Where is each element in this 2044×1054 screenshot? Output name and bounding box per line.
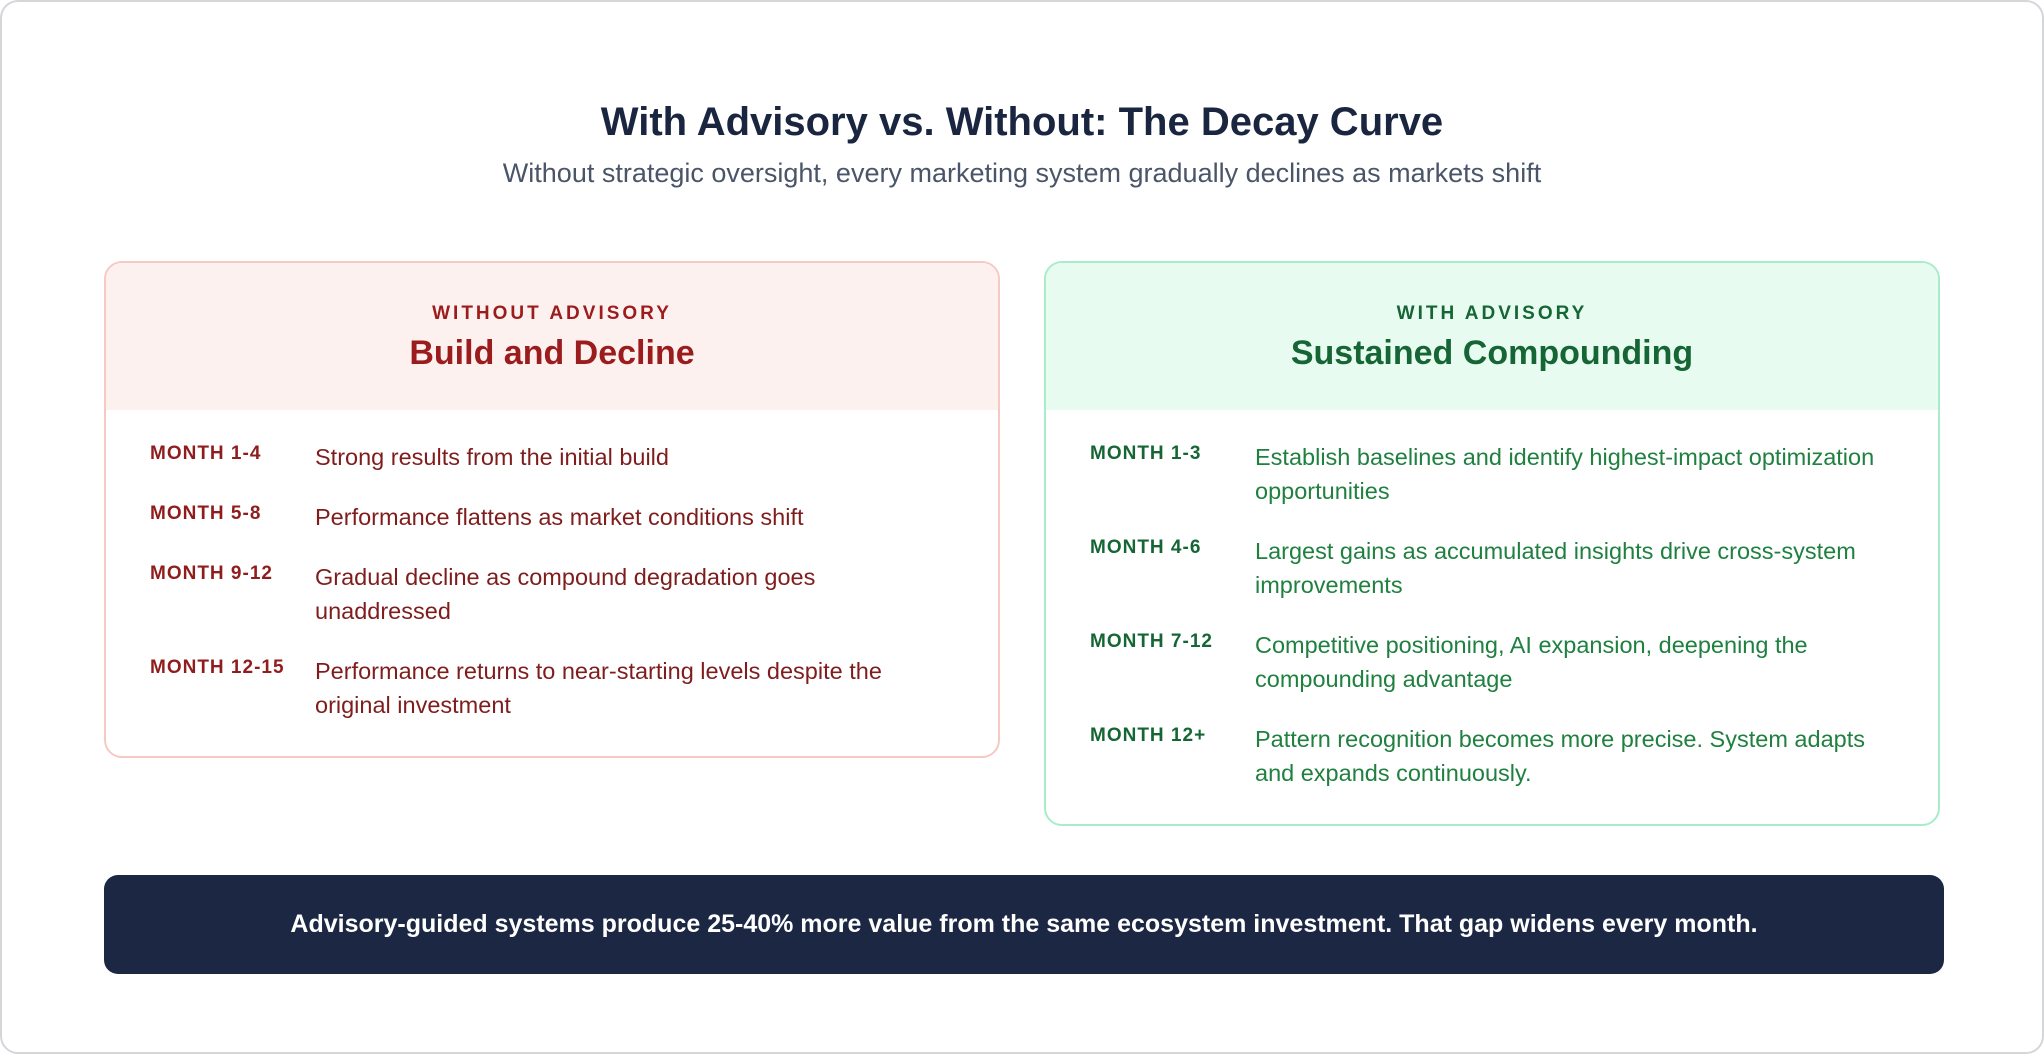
timeline-row: MONTH 12-15 Performance returns to near-s… [150, 654, 954, 722]
timeline-row: MONTH 5-8 Performance flattens as market … [150, 500, 954, 534]
timeline-row: MONTH 1-4 Strong results from the initial… [150, 440, 954, 474]
timeline-row: MONTH 12+ Pattern recognition becomes mor… [1090, 722, 1894, 790]
period-text: Competitive positioning, AI expansion, d… [1255, 632, 1808, 692]
card-label: WITH ADVISORY [1396, 303, 1588, 324]
subtitle: Without strategic oversight, every marke… [502, 158, 1542, 188]
banner: Advisory-guided systems produce 25-40% m… [104, 875, 1944, 974]
timeline: MONTH 1-4 Strong results from the initial… [106, 410, 998, 756]
card-heading: Build and Decline [409, 334, 695, 372]
timeline-row: MONTH 4-6 Largest gains as accumulated in… [1090, 534, 1894, 602]
period-label: MONTH 12-15 [150, 657, 285, 678]
period-text: Largest gains as accumulated insights dr… [1255, 538, 1856, 598]
card-heading: Sustained Compounding [1290, 334, 1694, 372]
timeline-row: MONTH 9-12 Gradual decline as compound de… [150, 560, 954, 628]
card: WITH ADVISORY Sustained Compounding MONTH … [1044, 261, 1940, 826]
card-header: WITHOUT ADVISORY Build and Decline [106, 263, 998, 410]
period-label: MONTH 5-8 [150, 503, 262, 524]
period-label: MONTH 12+ [1090, 725, 1207, 746]
card: WITHOUT ADVISORY Build and Decline MONTH 1… [104, 261, 1000, 758]
period-label: MONTH 4-6 [1090, 537, 1202, 558]
period-label: MONTH 1-4 [150, 443, 262, 464]
timeline-row: MONTH 7-12 Competitive positioning, AI ex… [1090, 628, 1894, 696]
period-text: Gradual decline as compound degradation … [315, 564, 816, 624]
period-text: Pattern recognition becomes more precise… [1255, 726, 1865, 786]
period-text: Strong results from the initial build [315, 444, 669, 470]
period-label: MONTH 1-3 [1090, 443, 1202, 464]
title: With Advisory vs. Without: The Decay Cur… [600, 100, 1444, 144]
timeline-row: MONTH 1-3 Establish baselines and identif… [1090, 440, 1894, 508]
period-label: MONTH 7-12 [1090, 631, 1213, 652]
period-label: MONTH 9-12 [150, 563, 273, 584]
period-text: Establish baselines and identify highest… [1255, 444, 1875, 504]
timeline: MONTH 1-3 Establish baselines and identif… [1046, 410, 1938, 824]
period-text: Performance returns to near-starting lev… [315, 658, 882, 718]
card-label: WITHOUT ADVISORY [432, 303, 672, 324]
card-header: WITH ADVISORY Sustained Compounding [1046, 263, 1938, 410]
period-text: Performance flattens as market condition… [315, 504, 804, 530]
